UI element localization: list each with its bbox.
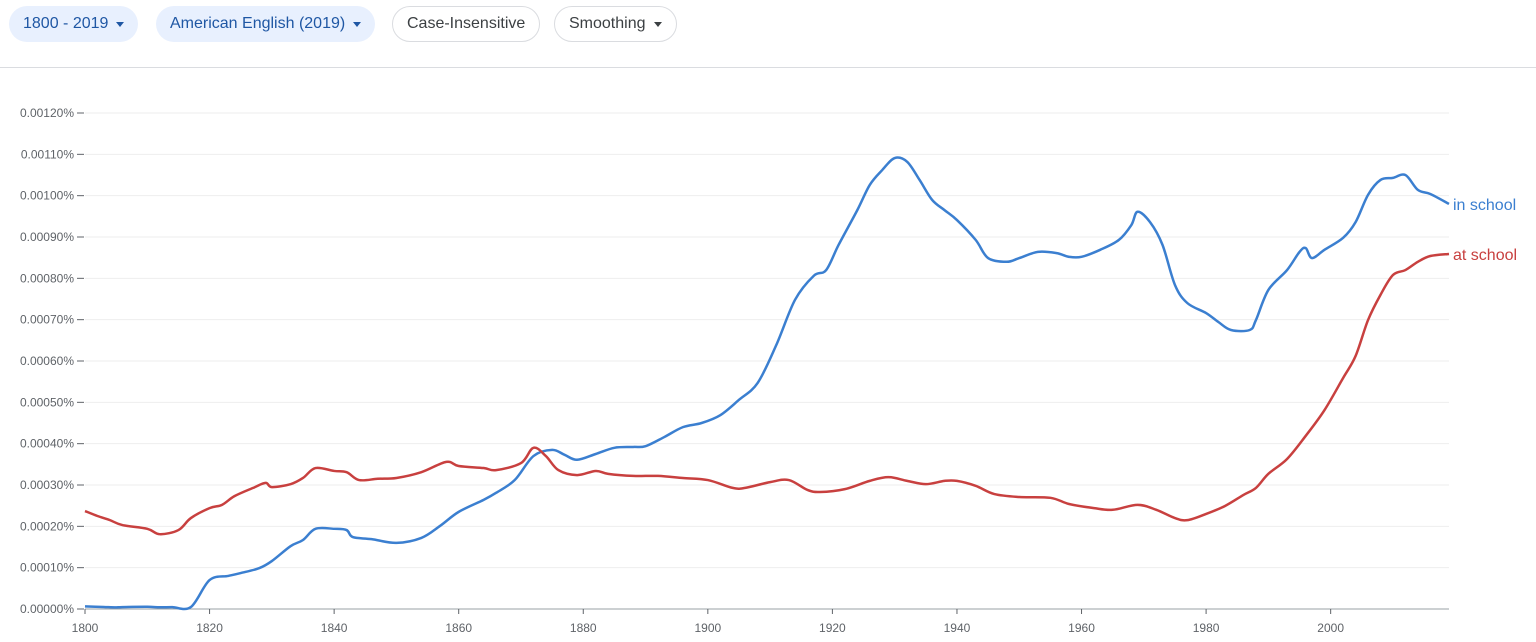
series-label-at-school: at school: [1453, 247, 1517, 264]
series-line-at-school: [84, 252, 1450, 536]
x-tick-label: 1800: [72, 621, 99, 635]
x-tick-label: 1980: [1193, 621, 1220, 635]
y-tick-label: 0.00070%: [20, 313, 74, 327]
x-tick-label: 1880: [570, 621, 597, 635]
y-tick-label: 0.00120%: [20, 106, 74, 120]
y-tick-label: 0.00000%: [20, 602, 74, 616]
series-label-in-school: in school: [1453, 197, 1516, 214]
y-tick-label: 0.00010%: [20, 561, 74, 575]
y-tick-label: 0.00050%: [20, 395, 74, 409]
case-insensitive-toggle[interactable]: Case-Insensitive: [392, 6, 541, 42]
case-label: Case-Insensitive: [407, 15, 526, 32]
x-tick-label: 1960: [1068, 621, 1095, 635]
y-tick-label: 0.00080%: [20, 271, 74, 285]
smoothing-dropdown[interactable]: Smoothing: [554, 6, 677, 42]
y-tick-label: 0.00020%: [20, 519, 74, 533]
year-range-dropdown[interactable]: 1800 - 2019: [9, 6, 139, 42]
x-tick-label: 2000: [1317, 621, 1344, 635]
toolbar: 1800 - 2019 American English (2019) Case…: [0, 0, 1536, 68]
x-tick-label: 1900: [694, 621, 721, 635]
corpus-dropdown[interactable]: American English (2019): [156, 6, 376, 42]
caret-down-icon: [116, 21, 125, 27]
caret-down-icon: [353, 21, 362, 27]
y-tick-label: 0.00060%: [20, 354, 74, 368]
y-tick-label: 0.00100%: [20, 189, 74, 203]
y-tick-label: 0.00090%: [20, 230, 74, 244]
x-tick-label: 1940: [944, 621, 971, 635]
x-tick-label: 1920: [819, 621, 846, 635]
year-range-label: 1800 - 2019: [23, 15, 109, 32]
y-tick-label: 0.00030%: [20, 478, 74, 492]
corpus-label: American English (2019): [170, 15, 346, 32]
x-tick-label: 1860: [445, 621, 472, 635]
caret-down-icon: [653, 21, 662, 27]
x-tick-label: 1840: [321, 621, 348, 635]
x-tick-label: 1820: [196, 621, 223, 635]
y-tick-label: 0.00040%: [20, 437, 74, 451]
series-line-in-school: [84, 156, 1450, 611]
smoothing-label: Smoothing: [569, 15, 646, 32]
y-tick-label: 0.00110%: [21, 147, 74, 161]
